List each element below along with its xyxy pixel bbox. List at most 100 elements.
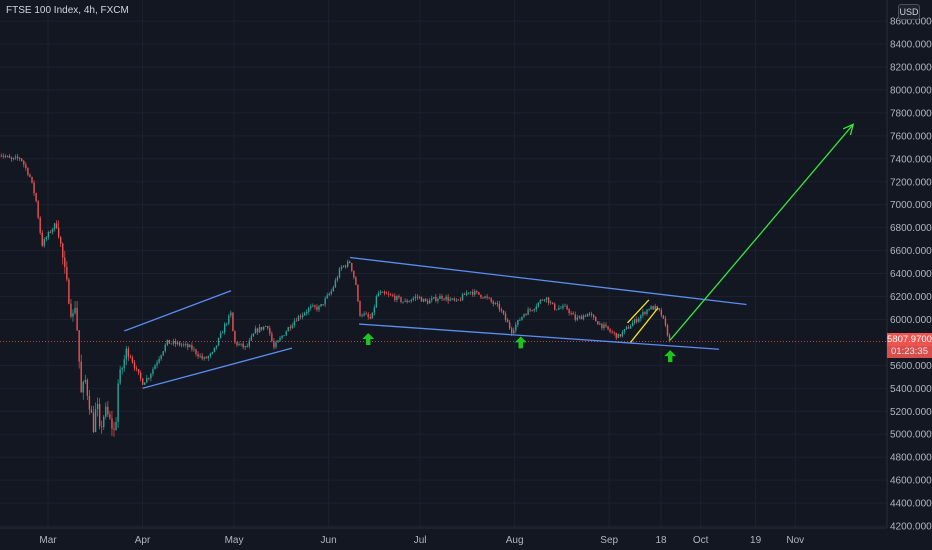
candle-body [64, 257, 66, 267]
candle-body [242, 343, 244, 348]
candle-body [189, 345, 191, 348]
candle-body [183, 344, 185, 346]
candle-body [668, 335, 671, 342]
candle-body [504, 313, 507, 320]
falling-channel-lower-line[interactable] [359, 323, 720, 350]
rising-channel-lower-line[interactable] [142, 347, 293, 389]
candle-body [31, 176, 33, 183]
candle-body [113, 428, 115, 430]
candle-body [494, 303, 496, 304]
candle-body [648, 309, 650, 311]
candle-body [650, 306, 652, 310]
price-tick-label: 7200.0000 [890, 177, 932, 188]
candle-body [533, 309, 535, 311]
grid [0, 0, 887, 528]
candle-body [578, 316, 581, 318]
falling-channel-upper-line[interactable] [349, 256, 747, 306]
candle-body [627, 327, 630, 329]
candle-body [262, 326, 265, 330]
currency-button[interactable]: USD [898, 4, 920, 20]
candle-body [566, 305, 568, 310]
candle-body [492, 301, 494, 304]
candle-body [398, 296, 400, 298]
candle-body [90, 409, 93, 413]
candle-body [250, 336, 253, 341]
candle-body [402, 301, 404, 303]
flag-lower-line[interactable] [630, 307, 659, 343]
candle-body [170, 343, 173, 345]
candle-body [219, 332, 222, 339]
candle-body [541, 299, 544, 301]
candle-body [144, 382, 146, 385]
candle-body [484, 296, 486, 299]
candle-body [12, 157, 15, 159]
candle-body [8, 156, 11, 158]
candle-body [340, 266, 343, 269]
price-tick-label: 5600.0000 [890, 361, 932, 372]
time-axis[interactable] [0, 528, 887, 550]
candle-body [55, 223, 58, 228]
candle-body [162, 351, 164, 356]
candle-body [57, 227, 60, 238]
candle-body [25, 164, 27, 168]
candle-body [49, 231, 52, 233]
candle-body [37, 201, 39, 218]
candle-body [94, 409, 97, 432]
candle-body [166, 339, 168, 345]
candle-body [14, 156, 17, 158]
candle-body [476, 290, 478, 292]
candle-body [379, 292, 382, 294]
candle-body [582, 315, 585, 320]
price-tick-label: 4400.0000 [890, 499, 932, 510]
candle-body [461, 294, 464, 301]
candle-body [281, 336, 283, 339]
candle-body [238, 344, 240, 346]
candle-body [556, 309, 558, 311]
candle-body [131, 357, 134, 363]
candle-body [72, 313, 74, 317]
projection-arrow-line[interactable] [669, 123, 854, 341]
candle-body [523, 314, 525, 317]
candle-body [4, 156, 7, 158]
time-tick-label: May [225, 535, 244, 546]
candle-body [525, 314, 527, 316]
candle-body [197, 354, 199, 357]
candle-body [312, 305, 314, 307]
candle-body [410, 299, 412, 302]
candle-body [23, 160, 25, 165]
candle-body [6, 156, 9, 157]
candle-body [418, 296, 421, 298]
candle-body [53, 223, 56, 229]
candle-body [260, 327, 263, 330]
candle-body [654, 306, 656, 310]
candle-body [416, 296, 419, 298]
candle-body [45, 237, 48, 240]
candle-body [547, 297, 550, 303]
candle-body [21, 158, 23, 161]
candle-body [316, 306, 318, 310]
candle-body [98, 403, 101, 427]
candle-body [449, 299, 451, 301]
candle-body [552, 302, 554, 304]
candle-body [435, 297, 437, 301]
candle-body [258, 327, 261, 333]
candle-body [119, 369, 121, 384]
price-axis[interactable] [887, 0, 932, 528]
candle-body [336, 277, 339, 281]
candle-body [306, 311, 308, 314]
candle-body [277, 340, 279, 343]
candle-body [273, 341, 275, 348]
candle-body [545, 297, 548, 300]
trendline-drawings[interactable] [124, 123, 855, 389]
candle-body [209, 353, 212, 357]
candle-body [490, 298, 492, 302]
flag-upper-line[interactable] [627, 299, 650, 324]
last-price-tag: 5807.9700 [887, 333, 932, 346]
candle-body [527, 309, 529, 315]
candle-body [441, 295, 443, 299]
candle-body [289, 327, 291, 329]
candle-body [347, 261, 349, 267]
candle-body [496, 303, 499, 304]
rising-channel-upper-line[interactable] [124, 290, 232, 332]
